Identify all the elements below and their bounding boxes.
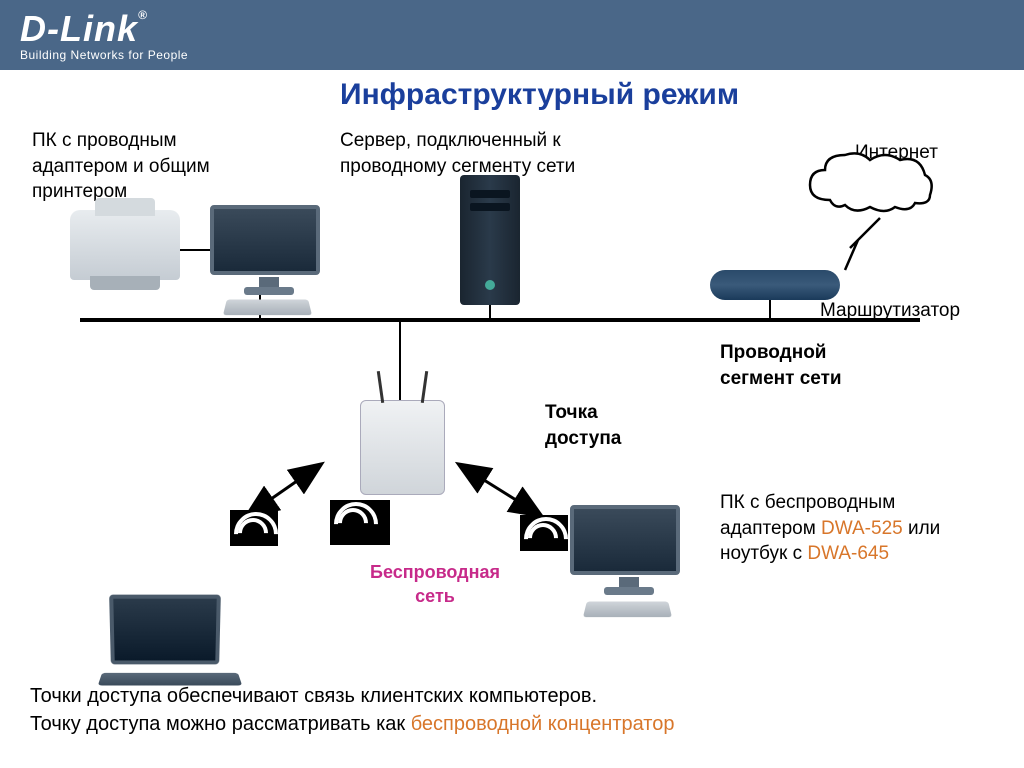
keyboard-icon	[223, 300, 312, 316]
brand-name: D-Link	[20, 8, 138, 49]
server-tower-icon	[460, 175, 520, 305]
wireless-signal-icon	[520, 515, 568, 551]
wireless-signal-icon	[330, 500, 390, 545]
printer-icon	[70, 210, 180, 280]
desktop-monitor-icon	[570, 505, 680, 575]
internet-cloud-icon	[800, 145, 940, 220]
brand-logo: D-Link®	[20, 8, 188, 50]
keyboard-icon	[583, 602, 672, 618]
brand-tagline: Building Networks for People	[20, 48, 188, 62]
bottom-summary: Точки доступа обеспечивают связь клиентс…	[30, 682, 674, 738]
brand-header: D-Link® Building Networks for People	[0, 0, 1024, 70]
wireless-signal-icon	[230, 510, 278, 546]
registered-mark: ®	[138, 8, 148, 22]
access-point-icon	[360, 400, 445, 495]
slide-title: Инфраструктурный режим	[340, 78, 739, 112]
network-diagram	[0, 120, 1024, 670]
desktop-monitor-icon	[210, 205, 320, 275]
laptop-icon	[110, 595, 240, 685]
router-icon	[710, 270, 840, 300]
